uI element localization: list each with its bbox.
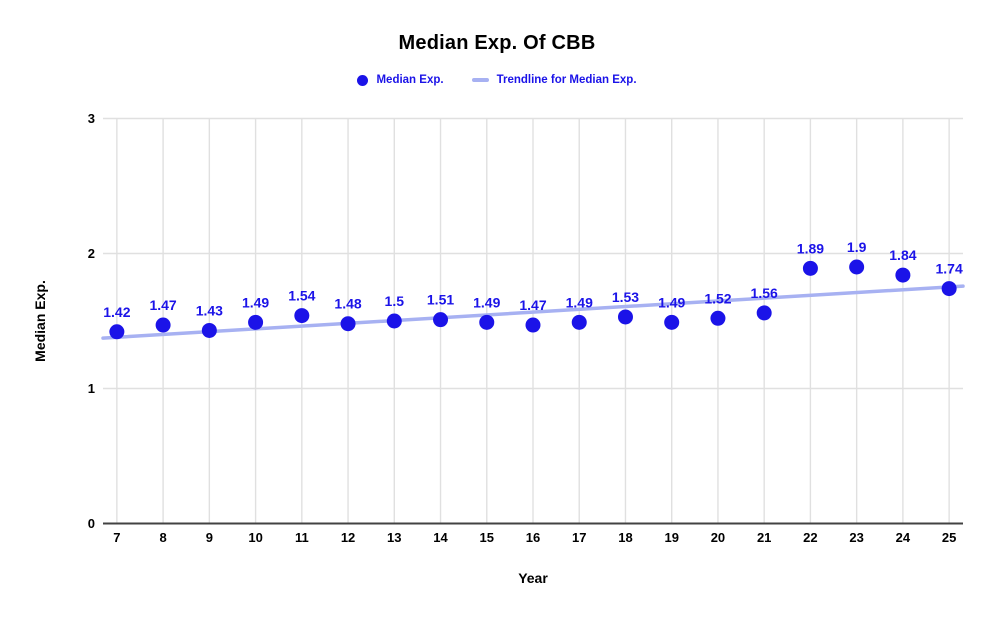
x-tick-label: 19	[664, 530, 678, 545]
point-label: 1.84	[889, 247, 916, 263]
data-point	[571, 314, 587, 330]
data-point	[664, 314, 680, 330]
series-dot-icon	[357, 74, 369, 86]
x-axis-title: Year	[518, 570, 548, 586]
data-point	[294, 308, 310, 324]
data-point	[433, 312, 449, 328]
data-point	[386, 313, 402, 329]
point-label: 1.52	[704, 290, 731, 306]
point-label: 1.53	[612, 289, 639, 305]
x-tick-label: 17	[572, 530, 586, 545]
x-tick-label: 24	[896, 530, 911, 545]
point-label: 1.49	[242, 294, 269, 310]
point-label: 1.89	[797, 240, 824, 256]
point-label: 1.9	[847, 239, 867, 255]
x-tick-label: 9	[206, 530, 213, 545]
trendline-swatch-icon	[471, 78, 489, 82]
x-tick-label: 22	[803, 530, 817, 545]
point-label: 1.47	[519, 297, 546, 313]
point-label: 1.49	[658, 294, 685, 310]
data-point	[617, 309, 633, 325]
point-label: 1.5	[385, 293, 405, 309]
x-tick-label: 23	[849, 530, 863, 545]
x-tick-label: 16	[526, 530, 540, 545]
y-tick-label: 2	[88, 246, 95, 261]
data-point	[340, 316, 356, 332]
point-label: 1.42	[103, 304, 130, 320]
point-label: 1.56	[751, 285, 778, 301]
point-label: 1.51	[427, 292, 454, 308]
point-label: 1.49	[473, 294, 500, 310]
data-point	[479, 314, 495, 330]
data-point	[802, 260, 818, 276]
data-point	[849, 259, 865, 275]
legend-trendline-label: Trendline for Median Exp.	[496, 74, 637, 86]
chart-title: Median Exp. Of CBB	[398, 32, 596, 54]
x-tick-label: 12	[341, 530, 355, 545]
trendline	[101, 284, 965, 340]
x-tick-label: 8	[159, 530, 166, 545]
point-label: 1.48	[334, 296, 361, 312]
data-point	[941, 281, 957, 297]
data-point	[109, 324, 125, 340]
legend-series-label: Median Exp.	[376, 74, 444, 86]
legend-item-series: Median Exp.	[357, 74, 444, 86]
x-tick-label: 18	[618, 530, 632, 545]
x-tick-label: 13	[387, 530, 401, 545]
data-point	[201, 322, 217, 338]
data-point	[710, 310, 726, 326]
legend-item-trendline: Trendline for Median Exp.	[471, 74, 637, 86]
data-point	[895, 267, 911, 283]
data-point	[756, 305, 772, 321]
point-label: 1.54	[288, 288, 315, 304]
x-tick-label: 25	[942, 530, 956, 545]
data-point	[155, 317, 171, 333]
x-tick-label: 14	[433, 530, 448, 545]
data-point	[525, 317, 541, 333]
point-label: 1.47	[149, 297, 176, 313]
x-tick-label: 10	[248, 530, 262, 545]
x-tick-label: 20	[711, 530, 725, 545]
data-point	[248, 314, 264, 330]
x-tick-label: 11	[295, 530, 309, 545]
y-tick-label: 1	[88, 381, 95, 396]
x-tick-label: 7	[113, 530, 120, 545]
legend: Median Exp. Trendline for Median Exp.	[0, 74, 994, 86]
point-label: 1.49	[566, 294, 593, 310]
x-tick-label: 15	[480, 530, 494, 545]
y-tick-label: 3	[88, 111, 95, 126]
point-label: 1.74	[936, 261, 963, 277]
x-tick-label: 21	[757, 530, 771, 545]
point-label: 1.43	[196, 302, 223, 318]
y-tick-label: 0	[88, 516, 95, 531]
